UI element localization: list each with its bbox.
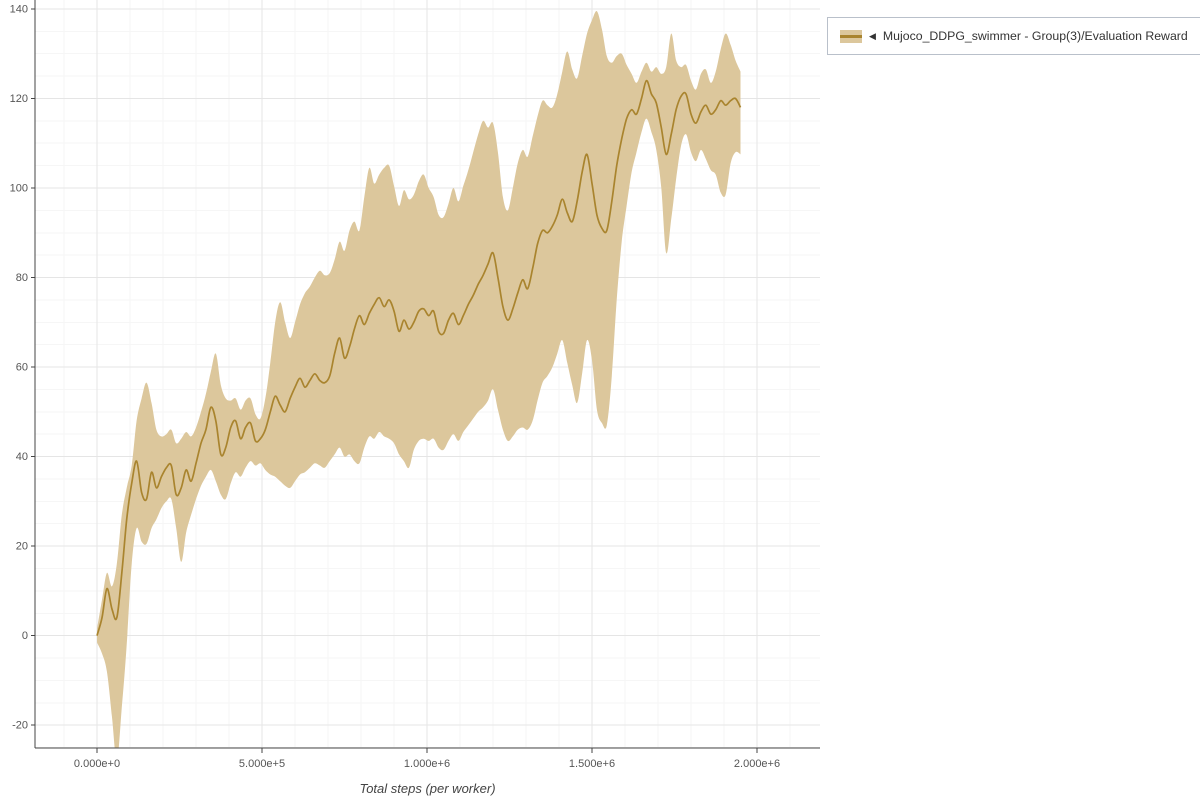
y-tick-label: 120 bbox=[10, 93, 28, 105]
y-tick-label: 100 bbox=[10, 183, 28, 195]
legend-collapse-arrow-icon[interactable]: ◀ bbox=[869, 30, 876, 41]
x-tick-label: 2.000e+6 bbox=[734, 758, 780, 770]
axes bbox=[31, 0, 820, 753]
x-tick-label: 0.000e+0 bbox=[74, 758, 120, 770]
legend[interactable]: ◀ Mujoco_DDPG_swimmer - Group(3)/Evaluat… bbox=[827, 17, 1200, 55]
legend-swatch bbox=[840, 29, 862, 43]
y-tick-label: 40 bbox=[16, 451, 28, 463]
legend-swatch-line-icon bbox=[840, 34, 862, 38]
y-tick-label: 0 bbox=[22, 630, 28, 642]
y-tick-label: 20 bbox=[16, 541, 28, 553]
x-tick-label: 1.500e+6 bbox=[569, 758, 615, 770]
y-tick-label: 140 bbox=[10, 4, 28, 16]
y-tick-label: -20 bbox=[12, 720, 28, 732]
grid-major bbox=[35, 0, 820, 748]
mean-line bbox=[96, 79, 742, 636]
x-axis-title: Total steps (per worker) bbox=[359, 781, 496, 796]
x-tick-label: 1.000e+6 bbox=[404, 758, 450, 770]
y-tick-label: 60 bbox=[16, 362, 28, 374]
x-tick-label: 5.000e+5 bbox=[239, 758, 285, 770]
legend-series-label[interactable]: Mujoco_DDPG_swimmer - Group(3)/Evaluatio… bbox=[882, 29, 1188, 43]
y-tick-label: 80 bbox=[16, 272, 28, 284]
confidence-band bbox=[97, 11, 741, 748]
